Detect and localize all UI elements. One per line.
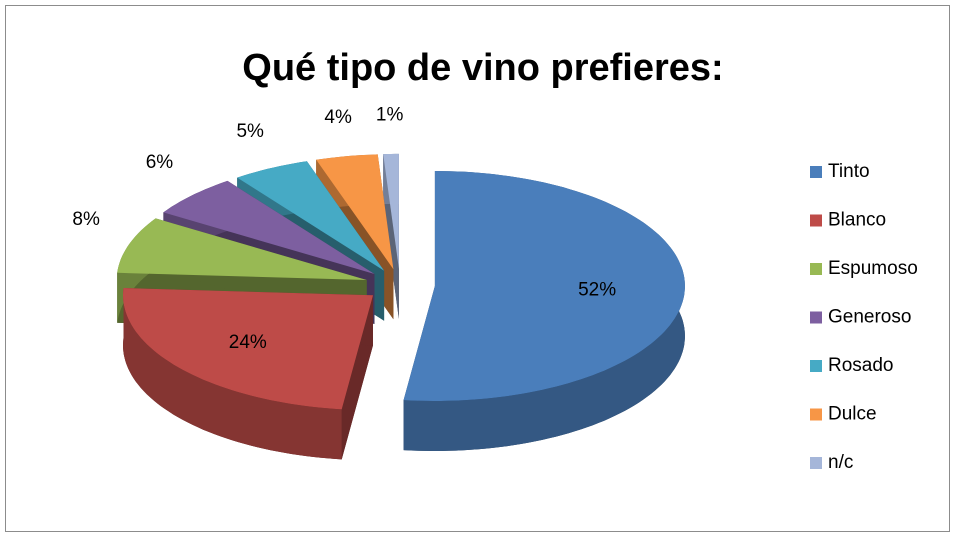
data-label: 6% (146, 152, 174, 173)
legend-swatch (810, 457, 822, 469)
data-label: 24% (229, 332, 267, 353)
legend-swatch (810, 263, 822, 275)
legend-label: Rosado (828, 355, 894, 376)
data-label: 4% (324, 107, 352, 128)
slice (403, 171, 685, 451)
legend-swatch (810, 311, 822, 324)
data-label: 8% (72, 209, 100, 230)
legend-label: n/c (828, 452, 853, 473)
legend-label: Blanco (828, 210, 886, 231)
legend-swatch (810, 408, 822, 421)
slice-top (403, 171, 685, 401)
legend-swatch (810, 214, 822, 227)
slice-top (163, 180, 375, 274)
legend-label: Espumoso (828, 258, 918, 279)
legend-swatch (810, 166, 822, 178)
slice-wall (123, 288, 342, 460)
legend-label: Tinto (828, 161, 870, 182)
data-label: 52% (578, 280, 616, 301)
data-label: 1% (376, 104, 404, 125)
chart-title: Qué tipo de vino prefieres: (242, 47, 723, 89)
data-label: 5% (236, 121, 264, 142)
slice-top (383, 153, 399, 269)
slice-top (123, 288, 373, 410)
legend-swatch (810, 360, 822, 372)
slice (123, 288, 373, 460)
legend-label: Dulce (828, 404, 877, 425)
legend-label: Generoso (828, 307, 911, 328)
slice-top (316, 154, 394, 270)
slice-top (117, 218, 367, 280)
slice-top (237, 161, 385, 271)
